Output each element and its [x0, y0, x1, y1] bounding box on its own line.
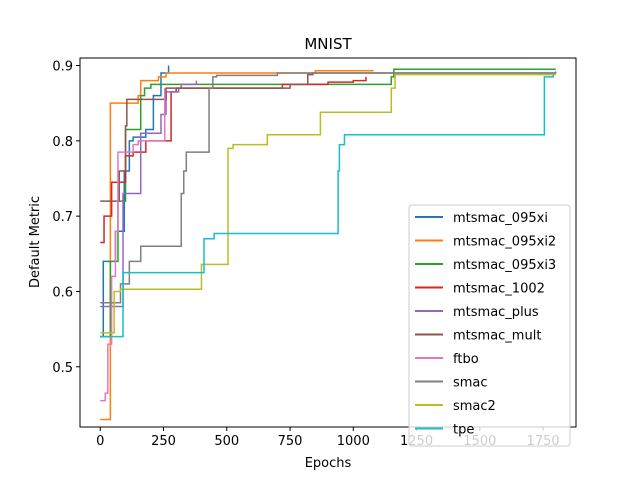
series-line-ftbo — [100, 88, 166, 402]
series-line-mtsmac_plus — [100, 80, 198, 308]
y-tick-label: 0.5 — [52, 361, 73, 376]
y-tick-label: 0.6 — [52, 285, 73, 300]
series-line-mtsmac_mult — [100, 72, 556, 202]
y-axis-ticks: 0.5 0.6 0.7 0.8 0.9 — [52, 60, 80, 376]
series-line-tpe — [100, 74, 554, 338]
x-tick-label: 1000 — [337, 434, 370, 449]
legend-label-mtsmac_1002: mtsmac_1002 — [453, 282, 545, 297]
x-tick-label: 250 — [151, 434, 176, 449]
legend-label-tpe: tpe — [453, 423, 474, 438]
y-tick-label: 0.7 — [52, 210, 73, 225]
legend-label-mtsmac_mult: mtsmac_mult — [453, 329, 541, 344]
x-tick-label: 750 — [278, 434, 303, 449]
legend: mtsmac_095xi mtsmac_095xi2 mtsmac_095xi3mt… — [408, 204, 571, 447]
legend-label-smac: smac — [453, 376, 488, 391]
series-line-mtsmac_095xi3 — [100, 68, 556, 338]
x-axis-label: Epochs — [305, 456, 352, 471]
legend-label-smac2: smac2 — [453, 399, 496, 414]
y-tick-label: 0.8 — [52, 135, 73, 150]
plot-area — [79, 57, 577, 428]
series-layer — [100, 65, 557, 421]
y-axis-label: Default Metric — [28, 196, 43, 288]
x-tick-label: 500 — [214, 434, 239, 449]
legend-label-mtsmac_plus: mtsmac_plus — [453, 305, 539, 320]
x-tick-label: 0 — [96, 434, 104, 449]
legend-label-mtsmac_095xi3: mtsmac_095xi3 — [453, 258, 556, 273]
legend-label-mtsmac_095xi: mtsmac_095xi — [453, 211, 548, 226]
series-line-smac2 — [100, 73, 556, 334]
y-tick-label: 0.9 — [52, 60, 73, 75]
chart-title: MNIST — [304, 35, 352, 53]
legend-label-mtsmac_095xi2: mtsmac_095xi2 — [453, 235, 556, 250]
legend-box — [408, 204, 571, 447]
legend-label-ftbo: ftbo — [453, 352, 479, 367]
series-line-smac — [100, 71, 557, 304]
